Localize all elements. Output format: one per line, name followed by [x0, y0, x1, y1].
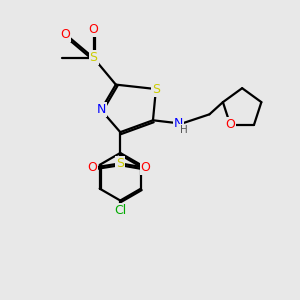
Text: N: N — [96, 103, 106, 116]
Text: O: O — [60, 28, 70, 40]
Text: S: S — [89, 51, 98, 64]
Text: Cl: Cl — [114, 204, 126, 218]
Text: O: O — [88, 23, 98, 36]
Text: S: S — [152, 82, 160, 96]
Text: H: H — [180, 125, 188, 135]
Text: O: O — [141, 161, 151, 174]
Text: O: O — [225, 118, 235, 131]
Text: O: O — [87, 161, 97, 174]
Text: S: S — [116, 157, 124, 170]
Text: N: N — [173, 117, 183, 130]
